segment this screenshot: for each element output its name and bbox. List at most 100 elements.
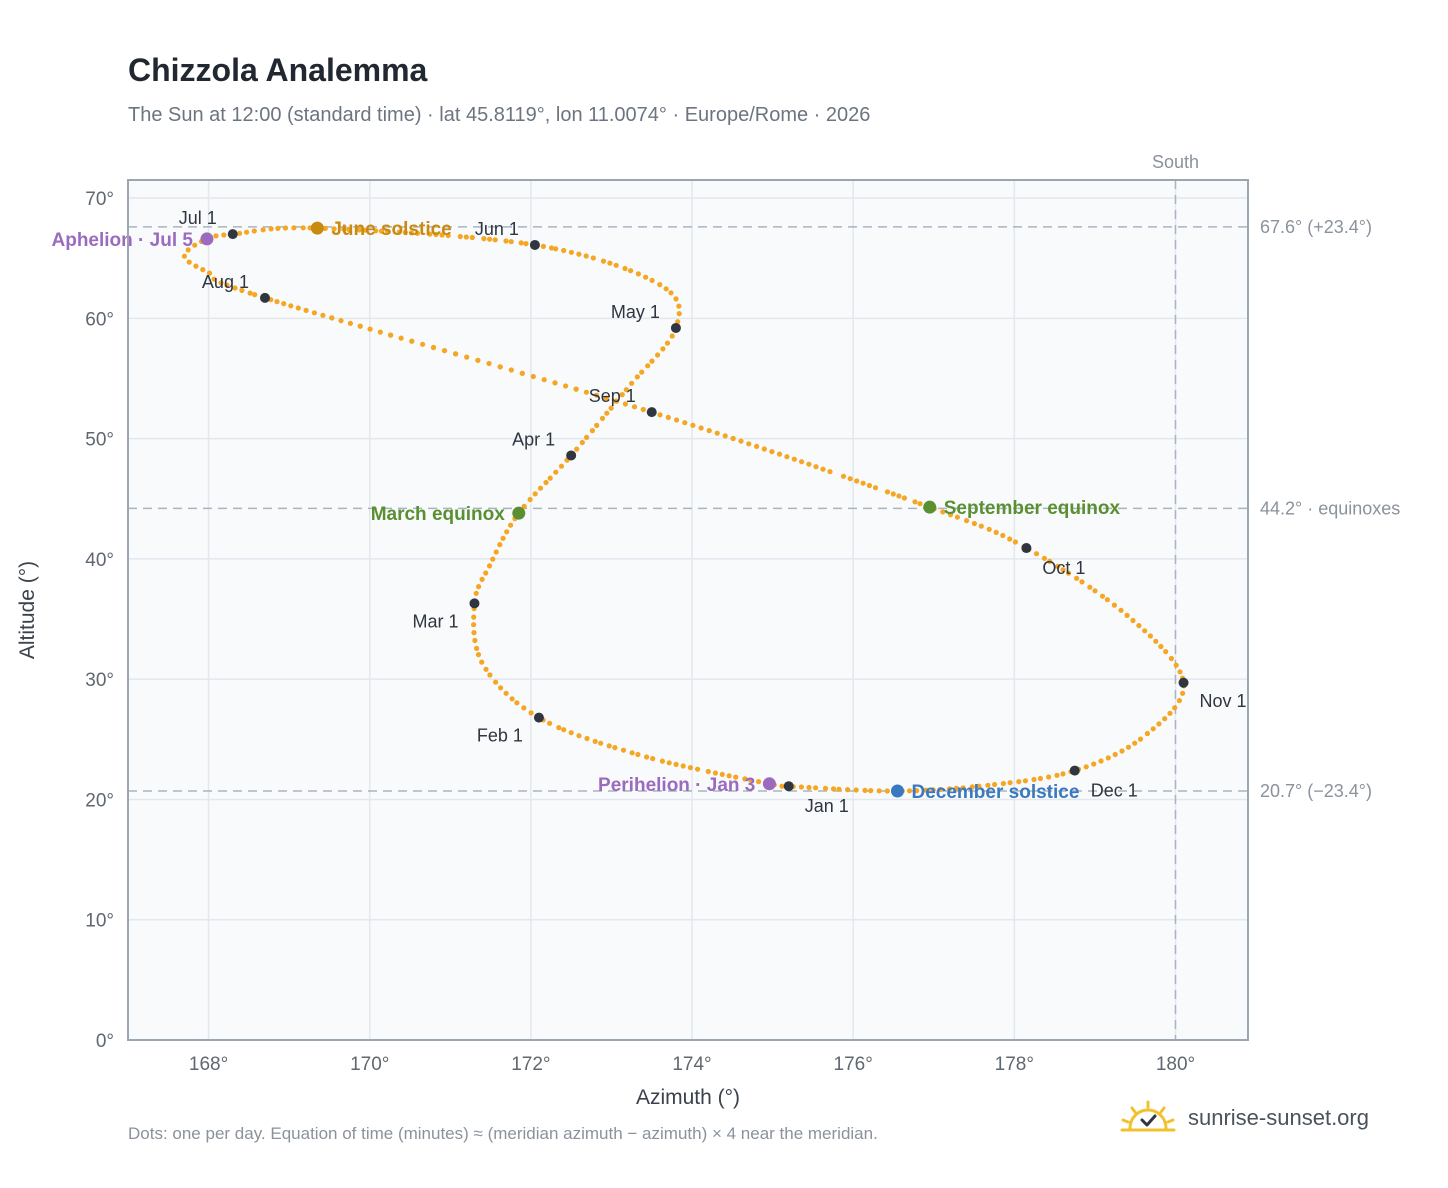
daily-dot <box>733 774 739 780</box>
month-marker <box>1069 765 1080 776</box>
daily-dot <box>954 514 961 520</box>
daily-dot <box>1074 575 1080 581</box>
daily-dot <box>541 377 547 383</box>
daily-dot <box>503 690 509 696</box>
daily-dot <box>714 430 720 436</box>
daily-dot <box>497 542 503 548</box>
daily-dot <box>986 526 992 532</box>
daily-dot <box>1167 710 1173 716</box>
daily-dot <box>1083 764 1089 770</box>
daily-dot <box>978 523 984 529</box>
daily-dot <box>549 245 555 251</box>
month-marker <box>227 229 238 240</box>
daily-dot <box>1176 698 1182 704</box>
daily-dot <box>946 786 953 792</box>
month-marker <box>533 712 544 723</box>
daily-dot <box>252 292 258 298</box>
daily-dot <box>953 785 960 791</box>
daily-dot <box>244 229 250 235</box>
daily-dot <box>639 369 645 375</box>
daily-dot <box>726 773 732 779</box>
daily-dot <box>687 765 694 771</box>
daily-dot <box>776 451 783 457</box>
daily-dot <box>669 333 675 339</box>
daily-dot <box>901 495 908 501</box>
daily-dot <box>985 782 991 788</box>
daily-dot <box>471 630 477 636</box>
daily-dot <box>583 389 590 395</box>
daily-dot <box>1118 607 1124 613</box>
x-tick-label: 168° <box>189 1054 228 1075</box>
daily-dot <box>185 247 191 253</box>
daily-dot <box>268 226 274 232</box>
daily-dot <box>1079 579 1085 585</box>
daily-dot <box>1091 761 1097 767</box>
plot-area <box>128 180 1248 1040</box>
daily-dot <box>211 276 217 282</box>
daily-dot <box>568 730 574 736</box>
daily-dot <box>409 338 415 344</box>
daily-dot <box>940 509 946 515</box>
daily-dot <box>619 392 625 398</box>
daily-dot <box>682 420 688 426</box>
daily-dot <box>635 271 642 277</box>
daily-dot <box>275 225 281 231</box>
daily-dot <box>813 785 819 791</box>
event-marker <box>890 784 904 798</box>
daily-dot <box>971 520 978 527</box>
daily-dot <box>427 231 433 237</box>
y-tick-label: 30° <box>85 670 114 691</box>
month-marker-label: Jul 1 <box>179 208 217 228</box>
daily-dot <box>847 476 853 482</box>
daily-dot <box>884 788 890 794</box>
daily-dot <box>1112 751 1118 758</box>
daily-dot <box>1137 736 1144 742</box>
daily-dot <box>200 267 206 273</box>
daily-dot <box>1047 558 1053 565</box>
event-label: Perihelion · Jan 3 <box>598 775 755 796</box>
daily-dot <box>659 758 666 764</box>
daily-dot <box>1162 716 1168 722</box>
daily-dot <box>593 392 600 398</box>
daily-dot <box>561 727 567 733</box>
daily-dot <box>730 435 736 442</box>
daily-dot <box>206 270 213 276</box>
daily-dot <box>1147 633 1153 639</box>
plot-background <box>128 180 1248 1040</box>
daily-dot <box>890 491 896 497</box>
daily-dot <box>631 404 638 410</box>
daily-dot <box>1099 593 1106 599</box>
event-label: Aphelion · Jul 5 <box>52 230 194 251</box>
reference-label-south: South <box>1152 152 1199 172</box>
daily-dot <box>508 367 514 373</box>
daily-dot <box>445 232 451 239</box>
daily-dot <box>341 226 347 232</box>
daily-dot <box>288 303 294 309</box>
month-marker-label: Dec 1 <box>1091 781 1138 801</box>
brand[interactable]: sunrise-sunset.org <box>1120 1100 1369 1136</box>
daily-dot <box>408 230 414 236</box>
daily-dot <box>356 227 362 233</box>
x-tick-label: 172° <box>511 1054 550 1075</box>
daily-dot <box>719 771 725 778</box>
daily-dot <box>193 263 199 269</box>
daily-dot <box>690 422 696 428</box>
daily-dot <box>1000 532 1006 539</box>
month-marker-label: Sep 1 <box>589 386 636 406</box>
chart-subtitle: The Sun at 12:00 (standard time) · lat 4… <box>128 104 871 126</box>
daily-dot <box>598 740 604 746</box>
daily-dot <box>589 428 596 434</box>
daily-dot <box>706 428 712 434</box>
daily-dot <box>896 493 902 499</box>
daily-dot <box>1060 567 1066 573</box>
daily-dot <box>590 255 596 261</box>
daily-dot <box>1092 588 1098 594</box>
daily-dot <box>1016 779 1022 785</box>
x-tick-label: 180° <box>1156 1054 1195 1075</box>
daily-dot <box>384 228 390 234</box>
daily-dot <box>937 786 943 793</box>
daily-dot <box>665 414 671 420</box>
y-tick-label: 20° <box>85 790 114 811</box>
daily-dot <box>530 373 536 380</box>
